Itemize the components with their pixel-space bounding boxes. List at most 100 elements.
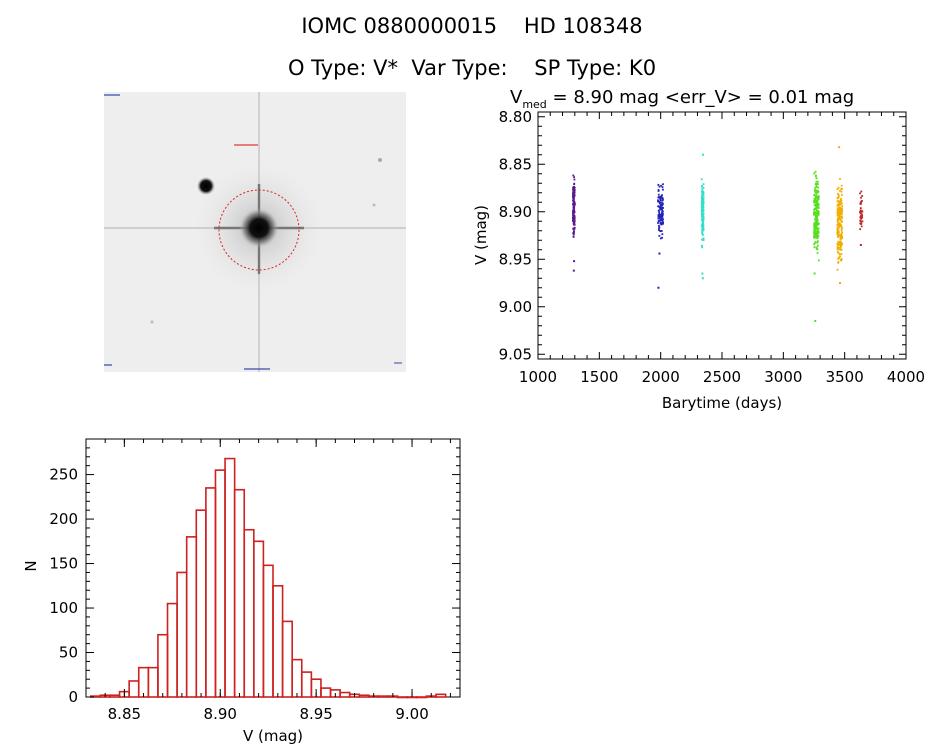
lc-point — [860, 213, 863, 216]
lc-point — [661, 208, 663, 211]
lc-point — [661, 194, 663, 197]
lc-point — [662, 222, 664, 225]
lc-point — [861, 220, 864, 223]
lc-series — [859, 190, 864, 246]
lc-point — [814, 204, 817, 207]
lc-point — [572, 209, 575, 212]
lc-point — [837, 236, 840, 238]
lc-point — [839, 189, 841, 192]
lc-point — [815, 208, 818, 211]
lc-point — [573, 214, 575, 217]
lc-point — [702, 227, 704, 230]
lc-point — [817, 186, 820, 189]
h-xtick-label: 8.95 — [299, 705, 332, 723]
lc-point — [841, 236, 844, 239]
lc-point — [840, 229, 843, 232]
lc-point — [860, 190, 863, 193]
histogram-bar — [195, 509, 207, 698]
lc-point — [657, 227, 660, 230]
lc-point — [816, 192, 819, 194]
lc-point — [859, 210, 862, 213]
lc-point — [701, 189, 704, 192]
chart-title-line1: IOMC 0880000015 HD 108348 — [301, 14, 643, 38]
lc-point — [837, 217, 839, 220]
lc-point — [815, 219, 818, 222]
lc-point — [659, 230, 662, 233]
lc-point — [839, 238, 842, 240]
lc-point — [841, 231, 843, 234]
lc-point — [837, 234, 840, 237]
lc-point — [813, 234, 815, 237]
lc-point — [662, 183, 664, 186]
histogram-bar — [272, 584, 284, 698]
lc-point — [815, 184, 818, 187]
h-ytick-label: 100 — [49, 599, 78, 617]
lc-point — [572, 174, 575, 177]
h-ytick-label: 200 — [49, 510, 78, 528]
lc-point — [657, 217, 660, 220]
lc-point — [815, 180, 818, 183]
lc-point — [837, 240, 840, 243]
lc-point — [816, 197, 819, 199]
lc-point — [657, 214, 660, 217]
lc-point — [838, 212, 841, 215]
lc-point — [837, 244, 839, 247]
lc-point — [837, 246, 840, 249]
lc-point — [836, 208, 839, 210]
histogram-bar — [109, 694, 121, 698]
lc-point — [861, 216, 864, 219]
lc-point — [659, 222, 662, 225]
lc-point — [658, 234, 661, 237]
lc-point — [702, 194, 705, 196]
lc-point — [815, 247, 818, 249]
lc-point — [659, 237, 662, 240]
lc-xtick-label: 2000 — [642, 368, 680, 386]
lc-point — [838, 209, 841, 212]
lc-point — [702, 216, 705, 219]
histogram-bar — [358, 694, 370, 698]
lc-point — [861, 214, 864, 217]
lc-point — [839, 233, 842, 236]
lc-point — [660, 216, 663, 219]
lc-ytick-label: 9.05 — [499, 345, 532, 363]
lc-point — [657, 199, 659, 202]
lc-point — [572, 197, 575, 200]
lc-point — [840, 243, 842, 246]
lc-ytick-label: 8.85 — [499, 155, 532, 173]
lc-point — [815, 212, 818, 215]
lc-point — [836, 228, 839, 230]
lc-point — [814, 200, 816, 203]
lc-point — [572, 199, 575, 202]
lc-point — [702, 223, 705, 225]
lc-point — [572, 200, 575, 203]
lc-ytick-label: 9.00 — [499, 298, 532, 316]
lc-point — [816, 198, 819, 201]
lc-point — [701, 209, 704, 211]
lc-point-outlier — [814, 320, 817, 322]
lc-point — [839, 255, 841, 258]
lc-point — [815, 189, 818, 192]
target-star — [239, 208, 279, 248]
lc-point — [662, 218, 664, 221]
lc-point — [837, 261, 840, 264]
lc-point — [573, 203, 576, 206]
lc-point — [859, 228, 862, 231]
lc-point — [702, 214, 704, 217]
lc-point — [657, 189, 660, 191]
lc-point — [836, 268, 839, 271]
lc-point — [814, 217, 817, 220]
lc-point — [702, 217, 705, 220]
lc-point — [701, 195, 704, 198]
lc-point — [701, 229, 704, 231]
lc-point — [839, 219, 842, 222]
lc-point — [816, 206, 819, 209]
lc-point — [836, 233, 839, 236]
lc-point — [815, 177, 818, 180]
lc-point — [840, 221, 843, 223]
lc-point — [839, 240, 842, 243]
lc-point — [662, 221, 664, 224]
lc-point — [661, 199, 664, 201]
lc-point — [816, 210, 819, 212]
lc-point — [840, 190, 843, 193]
